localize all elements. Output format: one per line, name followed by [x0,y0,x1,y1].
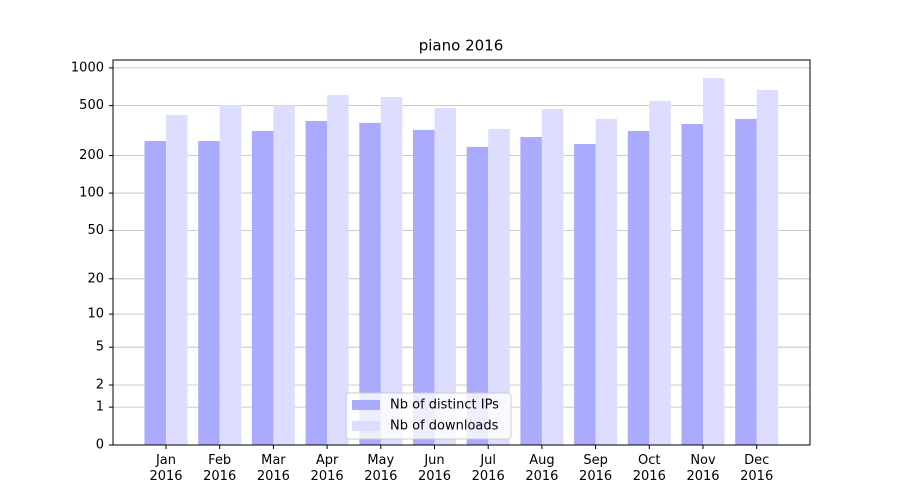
bar [681,123,703,446]
bar [520,137,542,446]
bar [735,118,757,445]
bar [380,96,403,446]
bar [359,122,381,445]
x-tick-label: Sep 2016 [579,453,613,484]
y-tick-label: 100 [79,186,104,201]
x-tick-label: Dec 2016 [740,453,774,484]
bar [251,130,274,445]
bar [166,114,188,445]
y-tick-label: 500 [79,98,104,113]
bar [595,118,618,445]
bar [488,128,510,445]
y-tick-label: 20 [87,271,104,286]
legend-label: Nb of downloads [390,419,499,434]
bar [327,94,349,446]
x-tick-label: Jul 2016 [471,453,505,484]
x-tick-label: Nov 2016 [686,453,720,484]
bar [649,100,671,446]
bar [144,141,166,445]
chart-title: piano 2016 [419,37,504,55]
bar [198,141,220,445]
bar [627,130,650,445]
bar [305,121,328,445]
y-tick-label: 200 [79,148,104,163]
y-tick-label: 5 [96,340,104,355]
x-tick-label: Aug 2016 [525,453,559,484]
bar [413,129,435,445]
x-tick-label: Jun 2016 [417,453,452,484]
y-tick-label: 10 [87,307,104,322]
y-tick-label: 50 [87,223,104,238]
bar [219,104,242,446]
y-tick-label: 1000 [71,60,104,75]
bar [541,109,564,446]
x-tick-label: Feb 2016 [203,453,237,484]
x-tick-label: Oct 2016 [632,453,666,484]
x-tick-label: Jan 2016 [149,453,183,484]
bar [273,105,295,445]
legend-label: Nb of distinct IPs [390,398,499,413]
x-tick-label: Apr 2016 [310,453,344,484]
bar [574,144,596,446]
x-tick-label: Mar 2016 [256,453,290,484]
bar [466,146,489,445]
bar [756,89,779,445]
plot-frame [112,59,811,446]
legend-swatch [352,421,380,431]
y-tick-label: 2 [96,378,104,393]
legend-box [345,392,512,440]
legend-swatch [352,400,380,410]
bar [703,77,725,446]
x-tick-label: May 2016 [364,453,398,484]
bar [434,107,456,446]
y-tick-label: 1 [96,400,104,415]
y-tick-label: 0 [96,438,104,453]
